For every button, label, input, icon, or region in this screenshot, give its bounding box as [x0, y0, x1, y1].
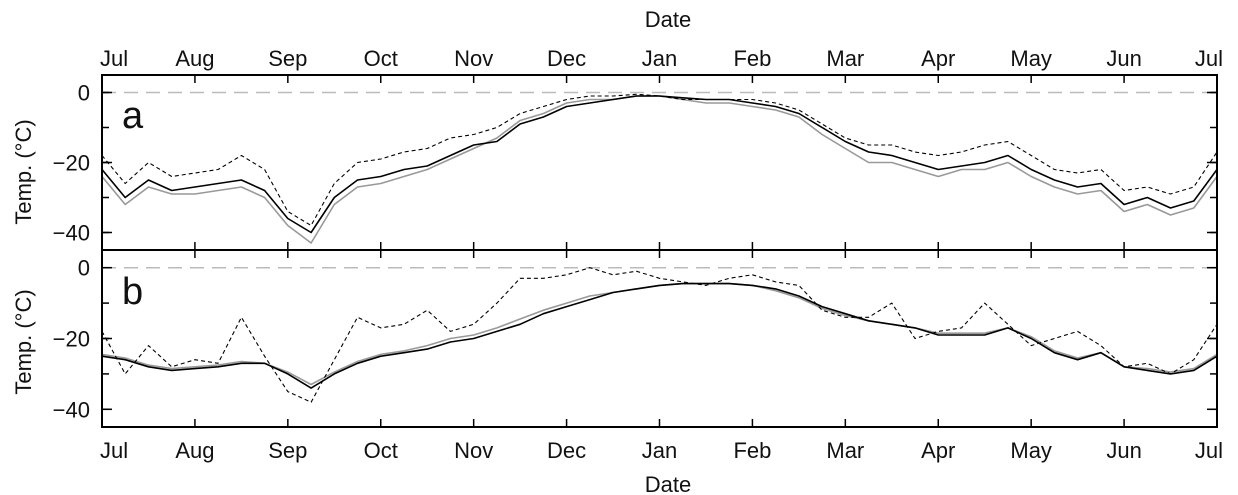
panel-b-y-axis-label: Temp. (°C) — [11, 289, 36, 394]
top-month-label: Sep — [268, 46, 307, 71]
top-month-label: Jul — [100, 46, 128, 71]
panel-b-y-tick-label: −20 — [53, 327, 90, 352]
panel-a-y-ticks: 0 −20 −40 — [53, 81, 1217, 246]
panel-a-series-solid-black — [101, 95, 1218, 234]
bottom-month-label: Jun — [1106, 438, 1141, 463]
panel-b-y-ticks: 0 −20 −40 — [53, 256, 1217, 422]
top-month-label: Nov — [454, 46, 493, 71]
panel-b-series-solid-gray — [101, 282, 1218, 386]
panel-b-label: b — [122, 271, 143, 313]
bottom-month-label: Dec — [547, 438, 586, 463]
panel-b-y-tick-label: 0 — [78, 256, 90, 281]
panel-a-y-tick-label: 0 — [78, 81, 90, 106]
top-month-label: Jun — [1106, 46, 1141, 71]
top-month-label: Feb — [733, 46, 771, 71]
panel-a-y-axis-label: Temp. (°C) — [11, 119, 36, 224]
bottom-month-label: Mar — [826, 438, 864, 463]
bottom-month-label: Feb — [733, 438, 771, 463]
panel-a: 0 −20 −40 a Temp. (°C) — [11, 74, 1218, 251]
bottom-month-label: Aug — [175, 438, 214, 463]
bottom-month-label: Nov — [454, 438, 493, 463]
top-month-label: Dec — [547, 46, 586, 71]
bottom-month-label: May — [1010, 438, 1052, 463]
top-month-label: Jan — [642, 46, 677, 71]
top-month-label: May — [1010, 46, 1052, 71]
panel-a-x-ticks — [194, 75, 1125, 250]
panel-b: 0 −20 −40 b Temp. (°C) — [11, 249, 1218, 428]
top-month-label: Aug — [175, 46, 214, 71]
panel-a-y-tick-label: −40 — [53, 221, 90, 246]
bottom-month-labels: Jul Aug Sep Oct Nov Dec Jan Feb Mar Apr May Jun Jul — [100, 438, 1223, 463]
panel-a-series-dashed-black — [101, 93, 1218, 227]
bottom-month-label: Jan — [642, 438, 677, 463]
bottom-month-label: Jul — [1195, 438, 1223, 463]
top-month-label: Apr — [921, 46, 955, 71]
panel-b-series-dashed-black — [101, 267, 1218, 403]
panel-a-series-solid-gray — [101, 95, 1218, 244]
panel-a-label: a — [122, 95, 144, 137]
panel-b-series-solid-black — [101, 282, 1218, 389]
top-month-label: Mar — [826, 46, 864, 71]
top-month-labels: Jul Aug Sep Oct Nov Dec Jan Feb Mar Apr May Jun Jul — [100, 46, 1223, 71]
panel-b-y-tick-label: −40 — [53, 397, 90, 422]
panel-a-y-tick-label: −20 — [53, 151, 90, 176]
bottom-month-label: Jul — [100, 438, 128, 463]
top-axis-title: Date — [645, 7, 691, 32]
panel-b-frame — [101, 249, 1218, 428]
bottom-axis-title: Date — [645, 472, 691, 495]
panel-b-x-ticks — [194, 250, 1125, 427]
panel-a-frame — [101, 74, 1218, 251]
bottom-month-label: Sep — [268, 438, 307, 463]
bottom-month-label: Apr — [921, 438, 955, 463]
panel-a-series-group — [101, 93, 1218, 244]
top-month-label: Jul — [1195, 46, 1223, 71]
top-month-label: Oct — [364, 46, 398, 71]
panel-b-series-group — [101, 267, 1218, 403]
bottom-month-label: Oct — [364, 438, 398, 463]
